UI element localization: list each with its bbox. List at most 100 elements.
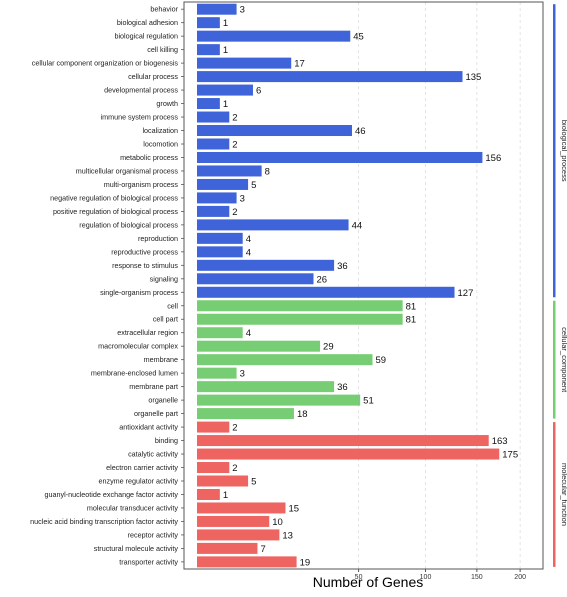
bar [197, 340, 321, 352]
value-label: 13 [282, 530, 293, 541]
value-label: 1 [223, 45, 228, 56]
category-label: electron carrier activity [106, 463, 178, 472]
grid-lines [358, 2, 521, 569]
bar [197, 259, 335, 271]
value-label: 4 [246, 234, 251, 245]
category-label: antioxidant activity [119, 423, 178, 432]
value-label: 2 [232, 423, 237, 434]
category-label: nucleic acid binding transcription facto… [30, 517, 178, 526]
bar [197, 408, 294, 420]
value-label: 29 [323, 342, 334, 353]
value-label: 3 [240, 369, 245, 380]
bar [197, 556, 297, 568]
category-label: metabolic process [120, 153, 178, 162]
category-label: membrane part [129, 382, 178, 391]
category-label: immune system process [101, 113, 179, 122]
plot-frame [183, 1, 544, 570]
value-label: 5 [251, 180, 256, 191]
bar [197, 44, 220, 56]
category-label: receptor activity [128, 530, 179, 539]
bar [197, 111, 230, 123]
value-label: 19 [300, 557, 311, 568]
category-label: organelle [148, 396, 178, 405]
bar [197, 421, 230, 433]
category-label: negative regulation of biological proces… [50, 193, 178, 202]
x-tick-label: 100 [420, 574, 432, 581]
category-label: transporter activity [119, 557, 178, 566]
value-label: 135 [465, 72, 481, 83]
value-label: 3 [240, 193, 245, 204]
category-label: signaling [150, 274, 178, 283]
category-label: regulation of biological process [79, 220, 178, 229]
bar [197, 17, 220, 29]
value-label: 2 [232, 113, 237, 124]
value-label: 156 [485, 153, 501, 164]
category-label: cell killing [147, 45, 178, 54]
bar [197, 219, 349, 231]
bar [197, 327, 243, 339]
category-label: locomotion [143, 140, 178, 149]
group-label: biological_process [560, 120, 567, 182]
group-strip [553, 4, 556, 298]
value-label: 59 [376, 355, 387, 366]
group-strip [553, 300, 556, 419]
category-label: membrane-enclosed lumen [91, 369, 178, 378]
value-label: 81 [406, 301, 417, 312]
bar [197, 448, 500, 460]
bar [197, 475, 249, 487]
value-label: 4 [246, 247, 251, 258]
value-label: 3 [240, 5, 245, 16]
value-label: 18 [297, 409, 308, 420]
value-label: 175 [502, 450, 518, 461]
category-label: growth [156, 99, 178, 108]
category-label: behavior [150, 5, 178, 14]
value-labels: 3145117135612462156853244443626127818142… [223, 5, 518, 569]
bar [197, 165, 262, 177]
category-label: binding [155, 436, 178, 445]
category-label: developmental process [104, 86, 178, 95]
bar [197, 381, 335, 393]
category-label: localization [142, 126, 178, 135]
value-label: 1 [223, 99, 228, 110]
value-label: 81 [406, 315, 417, 326]
category-label: structural molecule activity [94, 544, 179, 553]
bar [197, 125, 352, 137]
category-label: biological regulation [114, 32, 178, 41]
value-label: 10 [272, 517, 283, 528]
value-label: 15 [289, 503, 300, 514]
category-label: membrane [144, 355, 178, 364]
value-label: 2 [232, 207, 237, 218]
category-label: positive regulation of biological proces… [53, 207, 178, 216]
value-label: 2 [232, 140, 237, 151]
bar [197, 488, 220, 500]
bar [197, 30, 351, 42]
x-axis-ticks: 50 100 150 200 [181, 8, 526, 581]
bar [197, 462, 230, 474]
value-label: 36 [337, 382, 348, 393]
value-label: 44 [352, 220, 363, 231]
bar [197, 354, 373, 366]
value-label: 2 [232, 463, 237, 474]
value-label: 4 [246, 328, 251, 339]
bar [197, 151, 483, 163]
bar [197, 138, 230, 150]
category-label: catalytic activity [128, 450, 178, 459]
value-label: 8 [265, 166, 270, 177]
category-label: biological adhesion [117, 18, 178, 27]
category-labels: behavior biological adhesion biological re… [30, 5, 178, 567]
bar [197, 367, 237, 379]
category-label: multi-organism process [104, 180, 179, 189]
category-label: cellular process [128, 72, 178, 81]
category-label: extracellular region [117, 328, 178, 337]
bar [197, 273, 314, 285]
category-label: macromolecular complex [98, 342, 178, 351]
value-label: 7 [260, 544, 265, 555]
group-strip [553, 422, 556, 567]
bar [197, 435, 489, 447]
group-label: molecular_function [560, 463, 567, 526]
bar [197, 178, 249, 190]
category-label: enzyme regulator activity [99, 477, 179, 486]
category-label: response to stimulus [112, 261, 178, 270]
